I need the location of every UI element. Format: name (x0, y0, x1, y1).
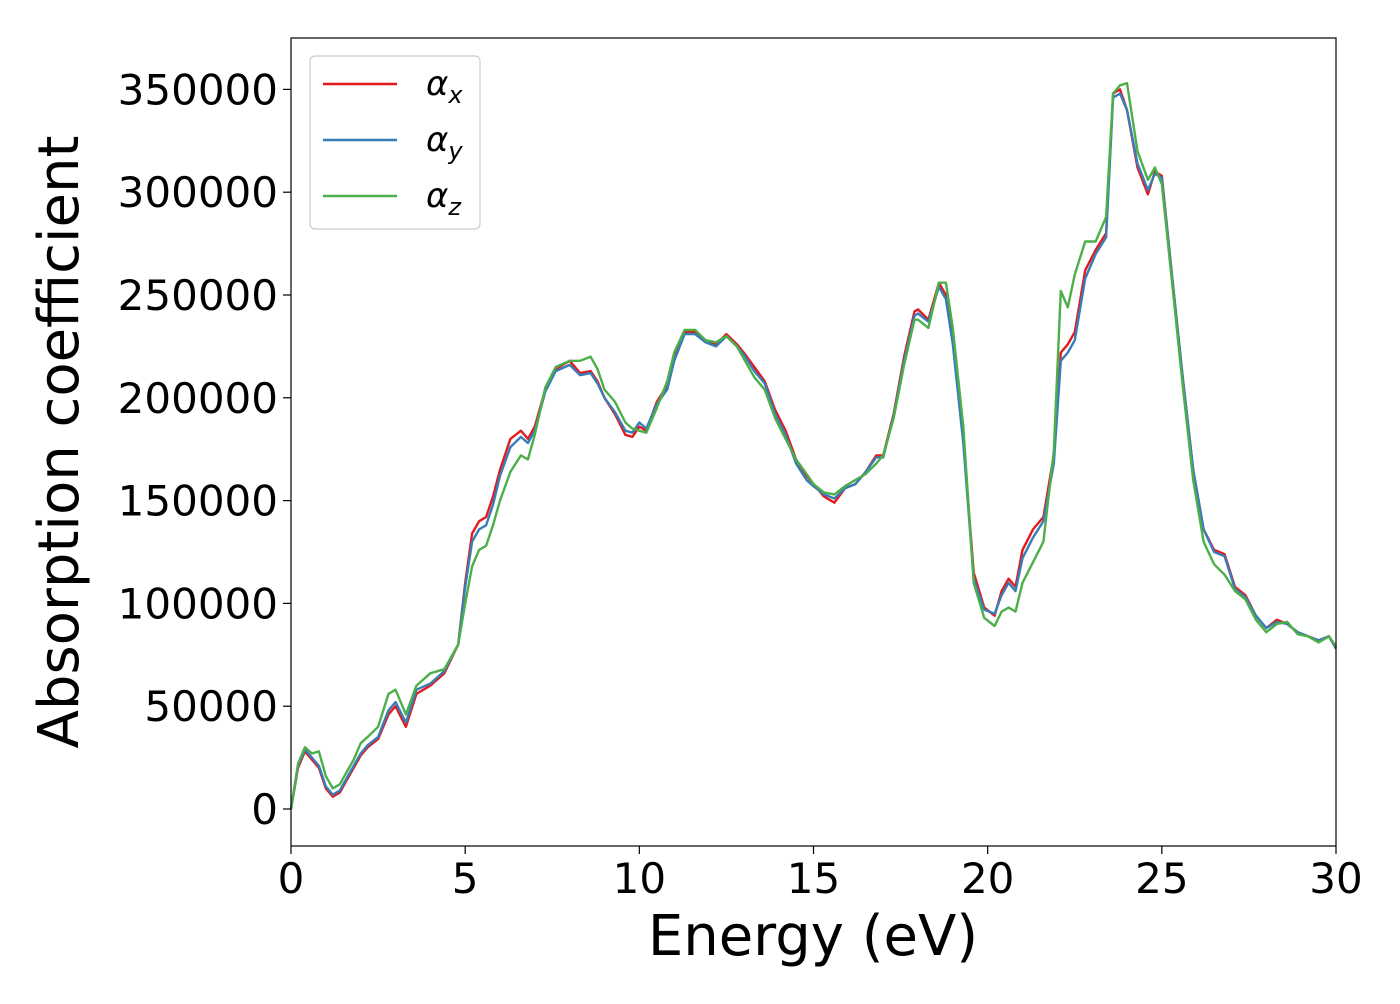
x-tick-label: 15 (787, 854, 840, 903)
y-tick-label: 250000 (118, 271, 278, 320)
x-axis-ticks: 0 5 10 15 20 25 30 (278, 846, 1363, 903)
y-tick-label: 300000 (118, 168, 278, 217)
x-tick-label: 5 (452, 854, 479, 903)
y-tick-label: 350000 (118, 65, 278, 114)
y-tick-label: 100000 (118, 579, 278, 628)
y-tick-label: 50000 (144, 682, 278, 731)
series-line-z (289, 82, 1337, 810)
y-tick-label: 200000 (118, 374, 278, 423)
y-tick-label: 150000 (118, 477, 278, 526)
x-tick-label: 0 (278, 854, 305, 903)
legend-box (309, 55, 481, 230)
y-axis-ticks: 0 50000 100000 150000 200000 250000 300000 3500… (118, 65, 291, 834)
legend-label-z: αz (426, 176, 462, 221)
legend-label-y: αy (426, 120, 463, 165)
x-tick-label: 20 (961, 854, 1014, 903)
x-tick-label: 10 (613, 854, 666, 903)
x-tick-label: 25 (1135, 854, 1188, 903)
series-layer (289, 82, 1338, 810)
x-axis-label: Energy (eV) (648, 904, 978, 969)
legend: αx αy αz (309, 55, 481, 230)
x-tick-label: 30 (1309, 854, 1362, 903)
legend-label-x: αx (426, 64, 463, 109)
y-tick-label: 0 (251, 785, 278, 834)
y-axis-label: Absorption coefficient (27, 136, 92, 749)
